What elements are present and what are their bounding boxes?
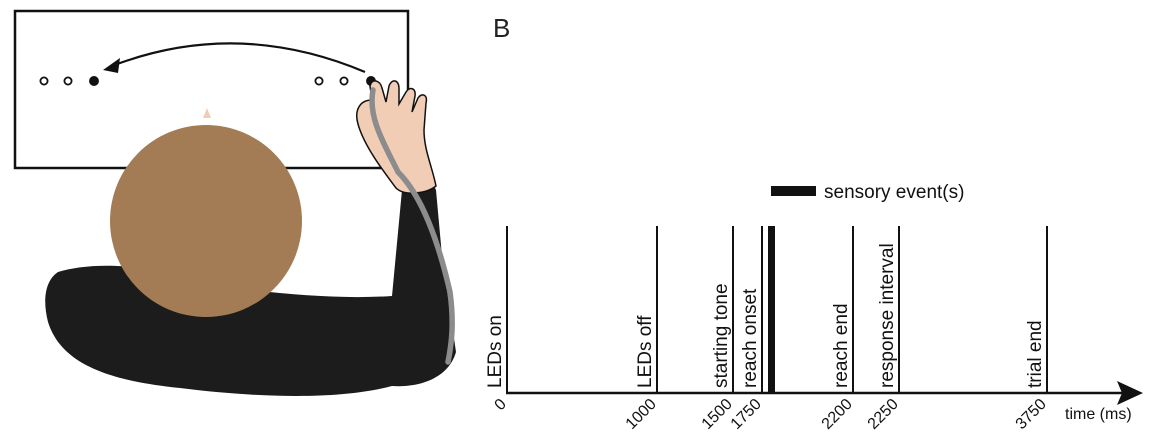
tick-label: 0 [492,396,510,414]
reach-arrow [111,42,366,74]
panel-a: A [13,9,456,396]
tick-label: 2250 [865,396,902,433]
tick-label: 3750 [1013,396,1050,433]
panel-b-letter: B [493,13,510,43]
time-axis-label: time (ms) [1065,406,1132,423]
head [110,125,302,317]
tick-label: 2200 [819,396,856,433]
led-target [339,76,349,86]
legend-swatch [771,186,816,196]
tick-label: 1750 [728,396,765,433]
hand [356,80,437,194]
sensor-cable [369,87,455,365]
event-label-leds-off: LEDs off [635,315,656,388]
event-label-response-interval: response interval [877,243,898,388]
tick-label: 1000 [623,396,660,433]
tick-label: 1500 [699,396,736,433]
event-label-reach-onset: reach onset [740,288,761,388]
torso [45,265,393,396]
led-target [63,76,73,86]
time-axis-arrowhead [1117,381,1143,405]
led-target [314,76,324,86]
event-label-trial-end: trial end [1025,320,1046,388]
event-label-starting-tone: starting tone [711,283,732,388]
arm-sleeve [392,179,456,387]
led-target [39,76,49,86]
panel-b: B sensory event(s) time (ms) LEDs on LED… [485,13,1143,433]
event-label-reach-end: reach end [831,303,852,388]
led-target-active [89,76,99,86]
sensory-event-bar [768,226,775,393]
nose [203,108,211,118]
event-label-leds-on: LEDs on [485,315,506,388]
reach-arrowhead [103,58,120,73]
legend-label: sensory event(s) [824,182,964,203]
